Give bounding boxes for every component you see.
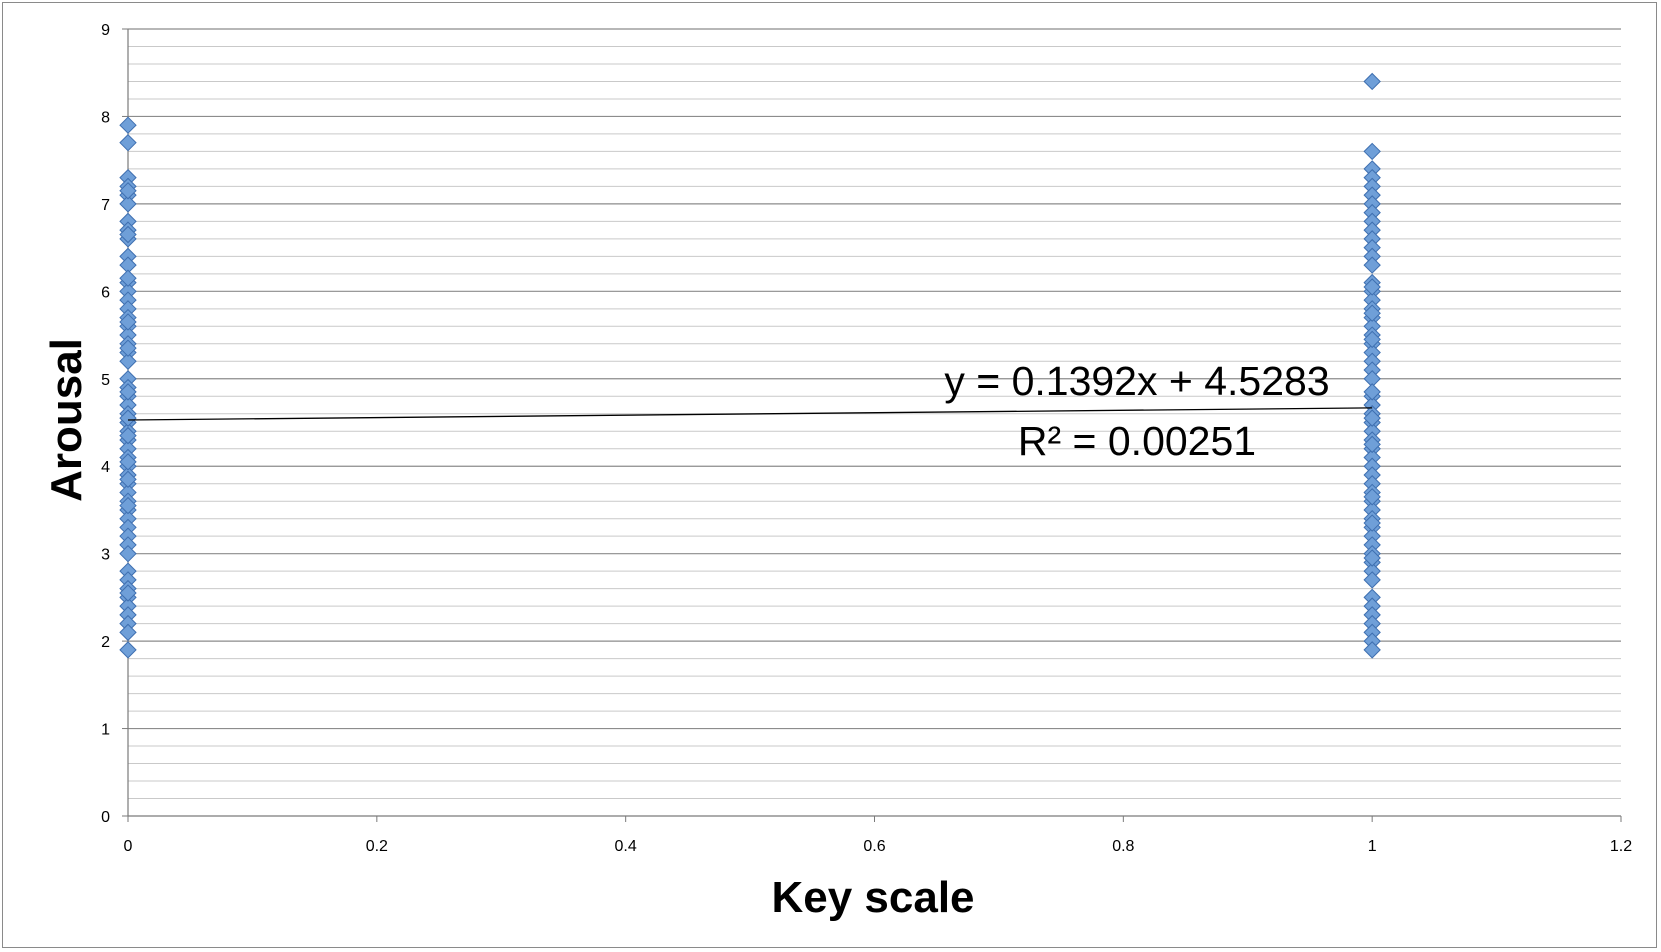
y-tick-label: 2 [101, 634, 110, 651]
data-point [119, 584, 137, 602]
data-point [1363, 278, 1381, 296]
x-tick-labels: 0 0.2 0.4 0.6 0.8 1 1.2 [124, 816, 1632, 855]
x-tick-label: 0.6 [863, 838, 885, 855]
y-tick-label: 9 [101, 22, 110, 39]
data-point [119, 641, 137, 659]
y-tick-label: 6 [101, 284, 110, 301]
y-tick-label: 0 [101, 809, 110, 826]
y-tick-label: 1 [101, 722, 110, 739]
axes [127, 29, 1621, 817]
data-point [119, 470, 137, 489]
data-point [1363, 72, 1381, 91]
data-point [119, 133, 137, 152]
data-point [1363, 304, 1381, 322]
data-point [119, 544, 137, 563]
y-tick-label: 5 [101, 372, 110, 389]
data-point [119, 496, 137, 515]
y-axis-title: Arousal [42, 338, 91, 502]
data-point [119, 409, 137, 427]
data-point [1363, 571, 1381, 589]
data-point [119, 352, 137, 370]
x-tick-label: 0.8 [1112, 838, 1134, 855]
data-point [119, 195, 137, 213]
x-tick-label: 0 [124, 838, 133, 855]
data-points [119, 72, 1381, 659]
y-tick-label: 3 [101, 547, 110, 564]
data-point [119, 453, 137, 471]
data-point [1363, 435, 1381, 454]
x-axis-title: Key scale [771, 873, 974, 922]
y-tick-label: 7 [101, 197, 110, 214]
trendline-group [127, 407, 1373, 421]
data-point [119, 623, 137, 642]
y-tick-label: 4 [101, 459, 110, 476]
data-point [119, 225, 137, 244]
data-point [1363, 383, 1381, 401]
y-tick-label: 8 [101, 109, 110, 126]
data-point [119, 383, 137, 401]
data-point [1363, 514, 1381, 532]
x-tick-label: 0.4 [615, 838, 637, 855]
data-point [1363, 142, 1381, 161]
data-point [1363, 641, 1381, 659]
data-point [1363, 256, 1381, 274]
trendline [127, 407, 1373, 421]
data-point [1363, 488, 1381, 506]
data-point [119, 182, 137, 200]
data-point [1363, 549, 1381, 567]
x-tick-label: 1.2 [1610, 838, 1632, 855]
data-point [119, 426, 137, 445]
x-tick-label: 0.2 [366, 838, 388, 855]
trendline-equation: y = 0.1392x + 4.5283 [944, 358, 1329, 404]
minor-gridlines [128, 45, 1621, 800]
data-point [119, 269, 137, 287]
y-tick-labels: 0 1 2 3 4 5 6 7 8 9 [101, 22, 128, 826]
x-tick-label: 1 [1368, 838, 1377, 855]
trendline-r-squared: R² = 0.00251 [1018, 418, 1256, 464]
data-point [1363, 330, 1381, 349]
data-point [1363, 409, 1381, 427]
data-point [119, 116, 137, 134]
data-point [119, 313, 137, 331]
data-point [119, 339, 137, 357]
